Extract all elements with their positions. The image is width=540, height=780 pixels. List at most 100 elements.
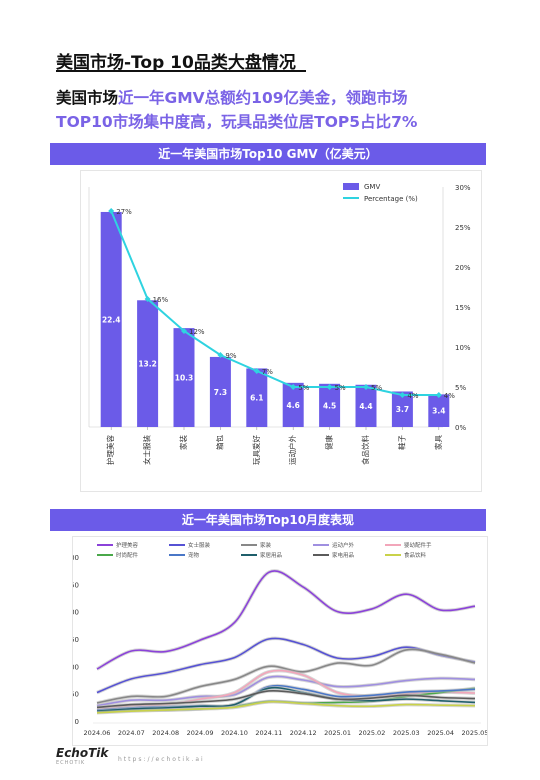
y-tick-label: 100	[73, 663, 79, 671]
bar-value-label: 6.1	[250, 394, 263, 403]
line-chart-banner: 近一年美国市场Top10月度表现	[50, 509, 486, 531]
x-tick-label: 箱包	[214, 435, 224, 450]
percentage-label: 5%	[371, 384, 382, 392]
x-tick-label: 2025.05	[462, 729, 487, 737]
bar-chart-panel: 0.05.010.015.020.025.00%5%10%15%20%25%30…	[63, 170, 482, 492]
x-tick-label: 2024.09	[187, 729, 214, 737]
x-tick-label: 女士服装	[142, 435, 152, 465]
x-tick-label: 家装	[178, 435, 188, 450]
bar-value-label: 13.2	[138, 360, 157, 369]
page-title: 美国市场-Top 10品类大盘情况	[56, 53, 296, 73]
x-tick-label: 玩具爱好	[251, 435, 261, 465]
bar-value-label: 22.4	[102, 315, 121, 324]
percentage-point	[253, 368, 260, 374]
y-tick-label: 250	[73, 581, 79, 589]
x-tick-label: 2025.04	[427, 729, 454, 737]
y-tick-label: 300	[73, 554, 79, 562]
bar-value-label: 4.6	[287, 401, 300, 410]
percentage-label: 27%	[116, 208, 132, 216]
legend-label: 护理美容	[116, 541, 139, 549]
y2-tick-label: 0%	[455, 424, 466, 432]
series-line	[96, 637, 476, 694]
y-tick-label: 200	[73, 609, 79, 617]
y-tick-label: 0	[75, 718, 79, 726]
x-tick-label: 2024.12	[290, 729, 317, 737]
x-tick-label: 鞋子	[396, 435, 406, 450]
legend-gmv-label: GMV	[364, 183, 380, 191]
legend-label: 家电用品	[332, 551, 355, 559]
legend-label: 食品饮料	[404, 551, 427, 559]
percentage-label: 5%	[298, 384, 309, 392]
bar	[209, 356, 231, 427]
legend-label: 女士服装	[188, 541, 211, 549]
percentage-line	[110, 210, 439, 396]
y-tick-label: 150	[73, 636, 79, 644]
series-line	[96, 675, 476, 707]
x-tick-label: 2024.08	[152, 729, 179, 737]
bar	[428, 394, 450, 427]
bar	[391, 391, 413, 427]
percentage-point	[217, 352, 224, 358]
bar	[319, 383, 341, 427]
series-line	[96, 686, 476, 712]
bar-value-label: 3.4	[432, 407, 445, 416]
percentage-label: 7%	[262, 368, 273, 376]
percentage-label: 4%	[407, 392, 418, 400]
legend-label: 运动户外	[332, 541, 355, 549]
bar	[282, 382, 304, 427]
headline-prefix: 美国市场	[56, 89, 119, 107]
percentage-point	[399, 392, 406, 398]
headline-line-1-rest: 近一年GMV总额约109亿美金，领跑市场	[118, 89, 408, 107]
x-tick-label: 2025.03	[393, 729, 420, 737]
bar	[355, 384, 377, 427]
y-tick-label: 50	[73, 691, 79, 699]
bar-chart-banner: 近一年美国市场Top10 GMV（亿美元）	[50, 143, 486, 165]
percentage-point	[290, 384, 297, 390]
legend-gmv-swatch	[343, 183, 359, 190]
headline-line-1: 美国市场近一年GMV总额约109亿美金，领跑市场	[56, 86, 417, 110]
x-tick-label: 2024.07	[118, 729, 145, 737]
percentage-label: 4%	[444, 392, 455, 400]
percentage-label: 5%	[335, 384, 346, 392]
x-tick-label: 健康	[324, 435, 334, 450]
legend-label: 家装	[260, 541, 272, 549]
bar-value-label: 4.5	[323, 401, 336, 410]
bar-value-label: 4.4	[359, 402, 372, 411]
percentage-point	[108, 208, 115, 214]
gmv-bar-chart: 0.05.010.015.020.025.00%5%10%15%20%25%30…	[63, 183, 471, 465]
percentage-label: 16%	[153, 296, 169, 304]
percentage-point	[326, 384, 333, 390]
bar-value-label: 7.3	[214, 388, 227, 397]
headline-line-2: TOP10市场集中度高，玩具品类位居TOP5占比7%	[56, 113, 418, 131]
y2-tick-label: 25%	[455, 224, 471, 232]
legend-label: 家居用品	[260, 551, 283, 559]
x-tick-label: 运动户外	[287, 435, 297, 465]
headline: 美国市场近一年GMV总额约109亿美金，领跑市场 TOP10市场集中度高，玩具品…	[56, 86, 417, 134]
y2-tick-label: 10%	[455, 344, 471, 352]
y2-tick-label: 30%	[455, 184, 471, 192]
x-tick-label: 2024.10	[221, 729, 248, 737]
footer-logo: EchoTik ECHOTIK	[56, 746, 109, 766]
series-line	[96, 689, 476, 709]
x-tick-label: 护理美容	[105, 435, 115, 465]
series-line	[96, 570, 476, 670]
title-underline	[56, 70, 306, 72]
series-line	[96, 700, 476, 714]
legend-label: 时尚配件	[116, 551, 139, 559]
x-tick-label: 食品饮料	[360, 435, 370, 465]
percentage-label: 9%	[225, 352, 236, 360]
monthly-line-chart: 0 50 100 150 200 250 300 2024.06 2024.07 2024.08 2…	[66, 541, 489, 737]
series-line	[96, 648, 476, 704]
bar-value-label: 10.3	[175, 374, 194, 383]
bar	[100, 211, 122, 427]
legend-label: 婴幼配件手	[404, 541, 432, 549]
x-tick-label: 家具	[433, 435, 443, 450]
legend-pct-label: Percentage (%)	[364, 195, 418, 203]
line-chart-panel: 0 50 100 150 200 250 300 2024.06 2024.07 2024.08 2…	[66, 536, 489, 746]
percentage-point	[144, 296, 151, 302]
y2-tick-label: 15%	[455, 304, 471, 312]
percentage-label: 12%	[189, 328, 205, 336]
bar	[137, 300, 159, 427]
footer-url[interactable]: https://echotik.ai	[118, 756, 205, 763]
series-line-shadow	[96, 569, 476, 671]
